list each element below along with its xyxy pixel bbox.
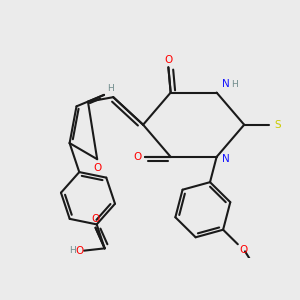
Text: H: H xyxy=(108,84,114,93)
Text: O: O xyxy=(92,214,100,224)
Text: S: S xyxy=(274,120,281,130)
Text: O: O xyxy=(164,56,172,65)
Text: O: O xyxy=(75,246,83,256)
Text: N: N xyxy=(222,79,230,89)
Text: H: H xyxy=(69,246,76,255)
Text: N: N xyxy=(222,154,230,164)
Text: O: O xyxy=(93,164,101,173)
Text: H: H xyxy=(232,80,238,89)
Text: O: O xyxy=(240,245,248,255)
Text: O: O xyxy=(133,152,141,162)
